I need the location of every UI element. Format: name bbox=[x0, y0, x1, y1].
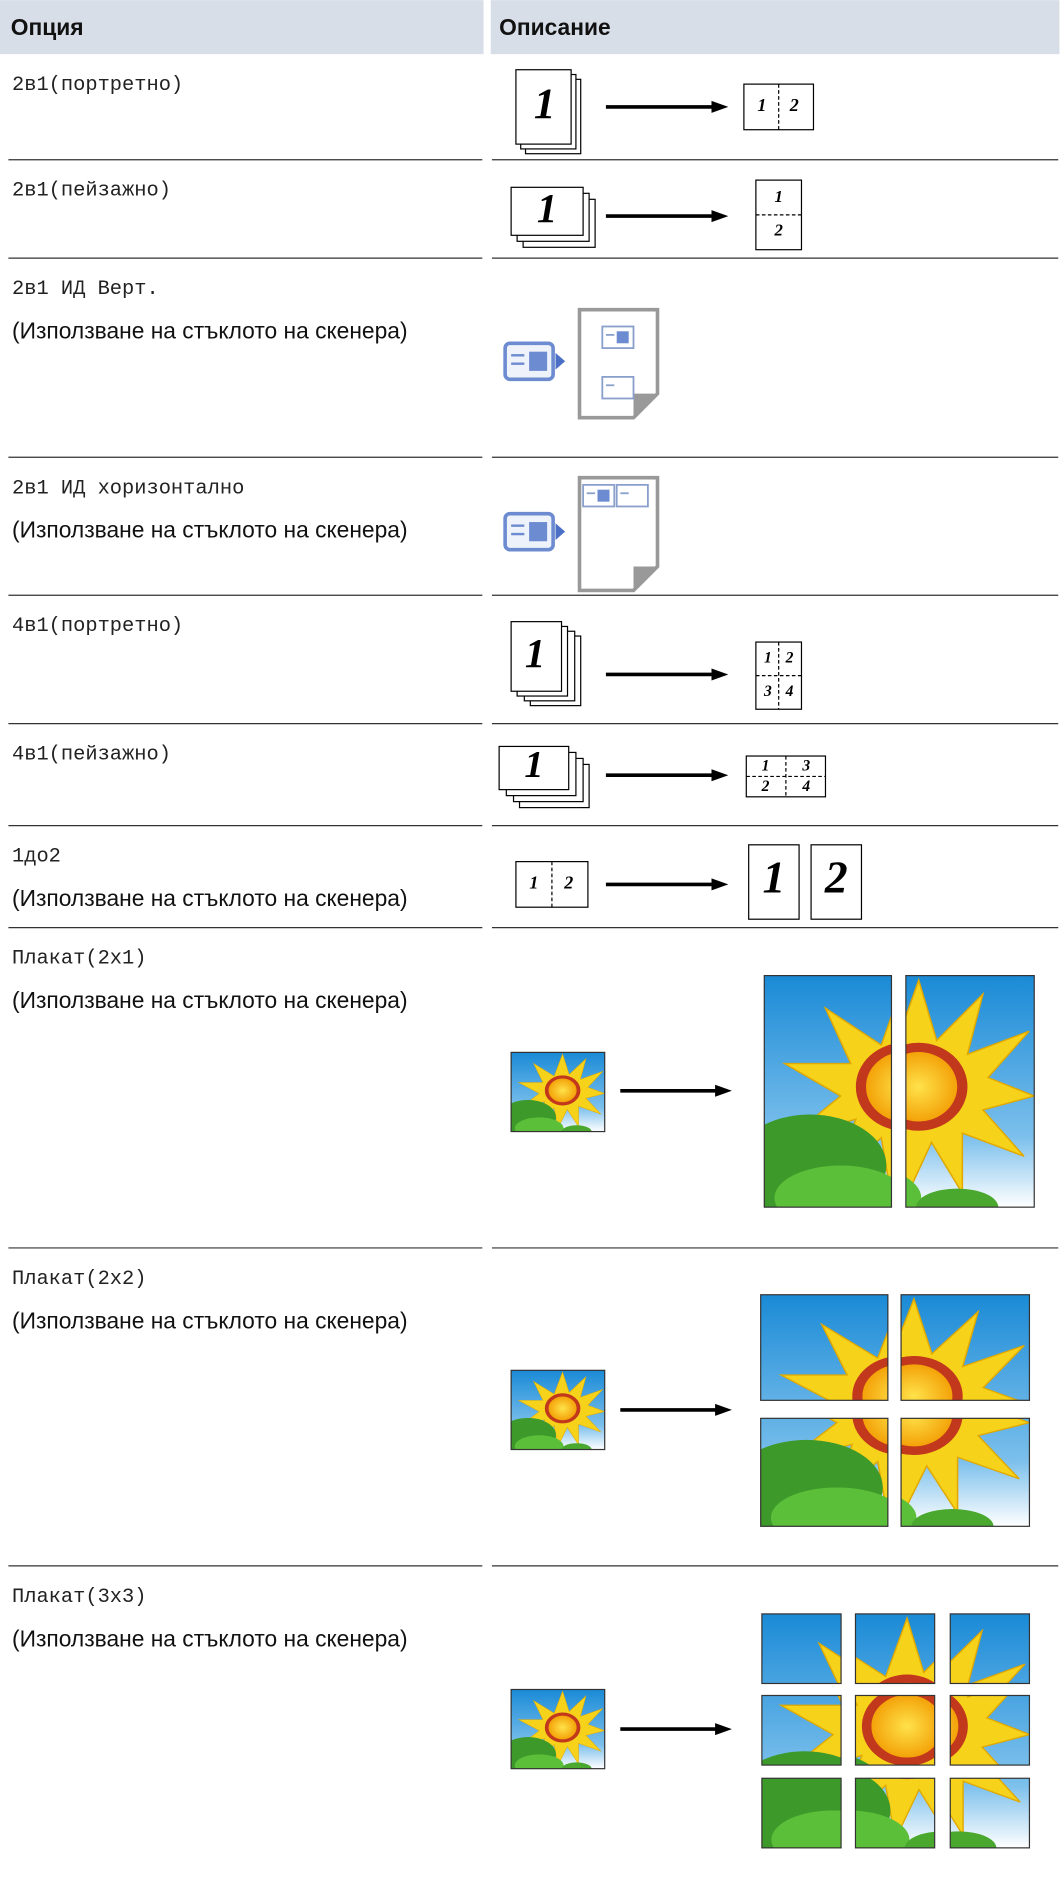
figure-number: 1 bbox=[524, 744, 543, 786]
arrow-head bbox=[711, 878, 729, 891]
arrow-head bbox=[711, 769, 729, 782]
figure-number: 1 bbox=[757, 95, 766, 115]
option-label: 1до2 bbox=[12, 846, 61, 869]
option-label: Плакат(2x2) bbox=[12, 1268, 147, 1291]
id-photo bbox=[529, 351, 548, 371]
image-border bbox=[854, 1777, 936, 1849]
image-border bbox=[510, 1369, 606, 1451]
mini-card bbox=[601, 375, 635, 400]
page bbox=[748, 844, 800, 920]
page bbox=[515, 69, 572, 145]
mini-photo bbox=[597, 489, 610, 502]
image-border bbox=[900, 1417, 1031, 1527]
image-border bbox=[760, 1294, 889, 1401]
figure-number: 2 bbox=[773, 221, 782, 240]
arrow-head bbox=[715, 1084, 732, 1097]
option-label: 2в1 ИД Верт. bbox=[12, 278, 159, 301]
header-cell bbox=[490, 0, 1060, 55]
image-border bbox=[949, 1613, 1031, 1685]
option-note: (Използване на стъклото на скенера) bbox=[12, 987, 408, 1013]
sunflower-image bbox=[511, 1689, 605, 1769]
page bbox=[510, 621, 563, 692]
figure-number: 1 bbox=[762, 851, 785, 902]
option-note: (Използване на стъклото на скенера) bbox=[12, 1307, 408, 1333]
sunflower-image bbox=[511, 1052, 605, 1132]
figure-number: 1 bbox=[774, 187, 782, 206]
image-border bbox=[761, 1777, 842, 1849]
image-border bbox=[763, 974, 893, 1208]
option-label: 2в1 ИД хоризонтално bbox=[12, 477, 244, 500]
figure-number: 1 bbox=[762, 757, 770, 774]
image-border bbox=[949, 1777, 1031, 1849]
mini-photo bbox=[616, 331, 629, 344]
id-arrow bbox=[555, 523, 566, 541]
arrow-head bbox=[715, 1403, 732, 1416]
page bbox=[498, 745, 570, 791]
option-label: Плакат(2x1) bbox=[12, 948, 147, 971]
figure-number: 3 bbox=[801, 757, 810, 774]
option-note: (Използване на стъклото на скенера) bbox=[12, 317, 408, 343]
document-fold bbox=[633, 393, 658, 418]
header-description: Описание bbox=[499, 14, 611, 40]
arrow-head bbox=[715, 1723, 732, 1736]
sunflower bbox=[511, 1689, 605, 1769]
option-label: 2в1(портретно) bbox=[12, 74, 183, 97]
image-border bbox=[761, 1613, 842, 1685]
figure-number: 3 bbox=[763, 683, 772, 700]
sunflower bbox=[511, 1370, 605, 1450]
image-border bbox=[761, 1694, 842, 1766]
page bbox=[810, 844, 863, 920]
image-border bbox=[949, 1694, 1031, 1766]
arrow-head bbox=[711, 210, 729, 223]
option-label: 4в1(пейзажно) bbox=[12, 744, 171, 767]
image-border bbox=[510, 1051, 606, 1133]
figure-number: 2 bbox=[789, 95, 799, 115]
option-note: (Използване на стъклото на скенера) bbox=[12, 885, 408, 911]
image-border bbox=[510, 1688, 606, 1770]
page bbox=[510, 186, 584, 236]
figure-number: 2 bbox=[824, 851, 848, 902]
sunflower-image bbox=[511, 1370, 605, 1450]
figure-number: 2 bbox=[563, 873, 573, 893]
id-arrow bbox=[555, 352, 566, 370]
image-border bbox=[905, 974, 1035, 1208]
figure-number: 1 bbox=[534, 81, 556, 128]
figure-number: 4 bbox=[801, 778, 810, 795]
mini-card bbox=[615, 483, 649, 508]
option-note: (Използване на стъклото на скенера) bbox=[12, 1625, 408, 1651]
arrow-head bbox=[711, 100, 729, 113]
option-label: Плакат(3x3) bbox=[12, 1586, 147, 1609]
figure-number: 4 bbox=[785, 683, 794, 700]
sunflower bbox=[511, 1052, 605, 1132]
figure-number: 1 bbox=[537, 186, 557, 231]
figure-number: 2 bbox=[761, 778, 770, 795]
image-border bbox=[854, 1694, 936, 1766]
option-label: 2в1(пейзажно) bbox=[12, 180, 171, 203]
option-label: 4в1(портретно) bbox=[12, 615, 183, 638]
figure-number: 1 bbox=[764, 649, 772, 666]
figure-number: 2 bbox=[785, 649, 794, 666]
image-border bbox=[760, 1417, 889, 1527]
image-border bbox=[900, 1294, 1031, 1401]
header-option: Опция bbox=[11, 14, 84, 40]
arrow-head bbox=[711, 668, 729, 681]
header-cell bbox=[0, 0, 484, 55]
figure-number: 1 bbox=[529, 873, 538, 893]
figure-number: 1 bbox=[525, 631, 545, 676]
option-note: (Използване на стъклото на скенера) bbox=[12, 517, 408, 543]
image-border bbox=[854, 1613, 936, 1685]
id-photo bbox=[529, 522, 548, 542]
